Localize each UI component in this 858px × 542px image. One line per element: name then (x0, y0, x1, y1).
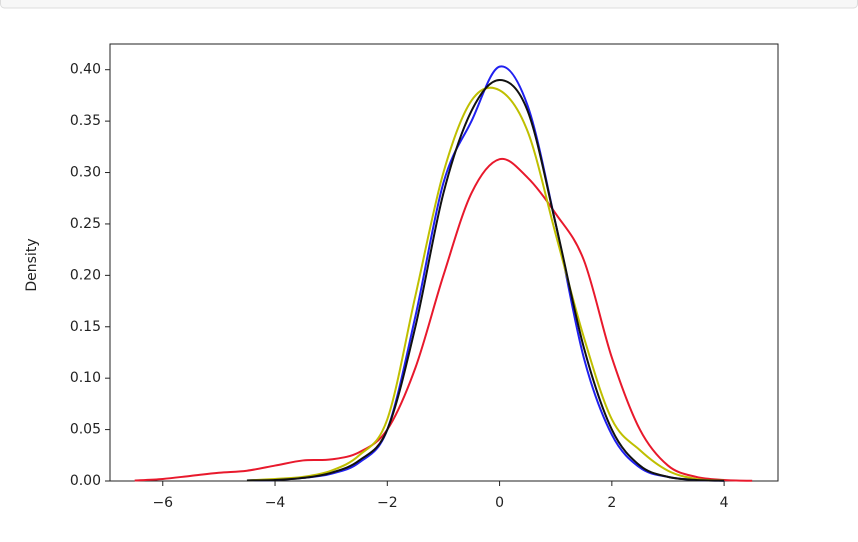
x-tick-label: 2 (607, 495, 616, 511)
x-tick-label: −4 (265, 495, 286, 511)
y-tick-label: 0.35 (70, 113, 101, 129)
density-line (246, 65, 725, 482)
x-tick-label: 0 (495, 495, 504, 511)
y-tick-label: 0.40 (70, 62, 101, 78)
plot-frame (109, 43, 779, 482)
x-tick-label: −6 (152, 495, 173, 511)
y-tick-label: 0.25 (70, 216, 101, 232)
density-line (246, 78, 725, 482)
y-axis-label: Density (24, 238, 40, 291)
y-tick-label: 0.20 (70, 267, 101, 283)
x-tick-label: −2 (377, 495, 398, 511)
density-line (134, 157, 753, 482)
y-tick-label: 0.15 (70, 319, 101, 335)
y-tick-label: 0.10 (70, 370, 101, 386)
y-tick-label: 0.05 (70, 422, 101, 438)
cell-border (0, 0, 858, 9)
y-tick-label: 0.30 (70, 165, 101, 181)
x-tick-label: 4 (720, 495, 729, 511)
y-tick-label: 0.00 (70, 473, 101, 489)
